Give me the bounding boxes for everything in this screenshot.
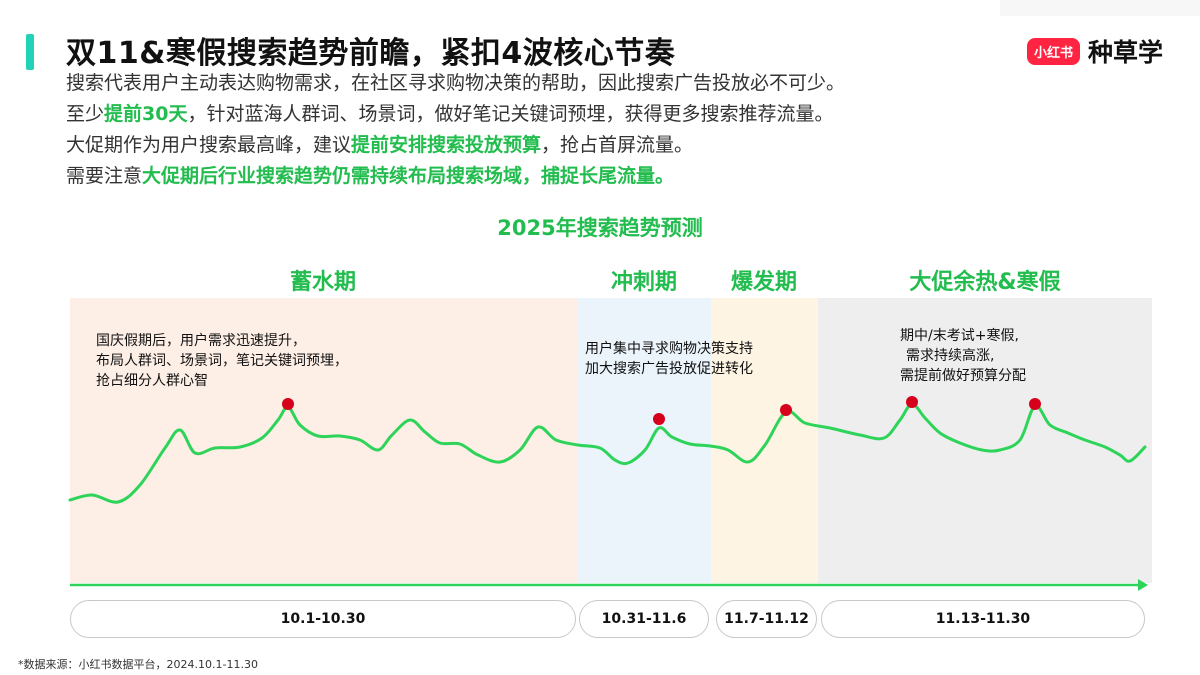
peak-marker-1 (282, 398, 294, 410)
phase-band-2 (577, 298, 711, 583)
description-line-4: 需要注意大促期后行业搜索趋势仍需持续布局搜索场域，捕捉长尾流量。 (66, 161, 845, 192)
description-text: ，针对蓝海人群词、场景词，做好笔记关键词预埋，获得更多搜索推荐流量。 (187, 103, 834, 125)
annotation-line: 期中/末考试+寒假, (900, 328, 1019, 344)
annotation-sprint: 用户集中寻求购物决策支持 加大搜索广告投放促进转化 (585, 339, 753, 379)
annotation-reservoir: 国庆假期后，用户需求迅速提升， 布局人群词、场景词，笔记关键词预埋， 抢占细分人… (96, 331, 348, 391)
brand: 小红书 种草学 (1027, 33, 1163, 69)
description-highlight: 提前安排搜索投放预算 (351, 134, 542, 156)
peak-marker-3 (780, 404, 792, 416)
phase-band-4 (818, 298, 1152, 583)
annotation-line: 用户集中寻求购物决策支持 (585, 341, 753, 357)
date-range-sprint: 10.31-11.6 (579, 600, 709, 638)
peak-marker-2 (653, 413, 665, 425)
chart-title: 2025年搜索趋势预测 (497, 216, 703, 240)
description-text: ，抢占首屏流量。 (541, 134, 694, 156)
description-line-2: 至少提前30天，针对蓝海人群词、场景词，做好笔记关键词预埋，获得更多搜索推荐流量… (66, 99, 845, 130)
phase-label-aftermath: 大促余热&寒假 (909, 270, 1061, 295)
annotation-line: 抢占细分人群心智 (96, 373, 208, 389)
annotation-line: 加大搜索广告投放促进转化 (585, 361, 753, 377)
description-text: 搜索代表用户主动表达购物需求，在社区寻求购物决策的帮助，因此搜索广告投放必不可少… (66, 72, 846, 94)
search-trend-line (68, 402, 1147, 504)
date-range-reservoir: 10.1-10.30 (70, 600, 576, 638)
annotation-line: 需求持续高涨, (906, 348, 995, 364)
annotation-line: 国庆假期后，用户需求迅速提升， (96, 333, 306, 349)
annotation-line: 布局人群词、场景词，笔记关键词预埋， (96, 353, 348, 369)
time-axis-arrow (1138, 579, 1148, 591)
title-accent-bar (26, 34, 34, 70)
date-range-aftermath: 11.13-11.30 (821, 600, 1145, 638)
xiaohongshu-logo: 小红书 (1027, 37, 1081, 65)
corner-decoration (1000, 0, 1200, 16)
date-range-burst: 11.7-11.12 (716, 600, 817, 638)
brand-name: 种草学 (1088, 38, 1164, 67)
peak-marker-4 (906, 396, 918, 408)
description: 搜索代表用户主动表达购物需求，在社区寻求购物决策的帮助，因此搜索广告投放必不可少… (66, 68, 845, 192)
peak-marker-5 (1029, 398, 1041, 410)
annotation-aftermath: 期中/末考试+寒假, 需求持续高涨, 需提前做好预算分配 (900, 326, 1026, 386)
page-title: 双11&寒假搜索趋势前瞻，紧扣4波核心节奏 (66, 36, 676, 71)
description-text: 至少 (66, 103, 105, 125)
data-source-note: *数据来源：小红书数据平台，2024.10.1-11.30 (18, 658, 258, 671)
annotation-line: 需提前做好预算分配 (900, 368, 1026, 384)
description-text: 需要注意 (66, 165, 143, 187)
phase-label-sprint: 冲刺期 (610, 270, 677, 295)
description-line-1: 搜索代表用户主动表达购物需求，在社区寻求购物决策的帮助，因此搜索广告投放必不可少… (66, 68, 845, 99)
description-text: 大促期作为用户搜索最高峰，建议 (66, 134, 352, 156)
description-line-3: 大促期作为用户搜索最高峰，建议提前安排搜索投放预算，抢占首屏流量。 (66, 130, 845, 161)
phase-band-3 (711, 298, 818, 583)
phase-label-reservoir: 蓄水期 (289, 270, 356, 295)
description-highlight: 提前30天 (104, 103, 188, 125)
phase-band-1 (70, 298, 577, 583)
phase-label-burst: 爆发期 (730, 270, 797, 295)
description-highlight: 大促期后行业搜索趋势仍需持续布局搜索场域，捕捉长尾流量。 (142, 165, 675, 187)
